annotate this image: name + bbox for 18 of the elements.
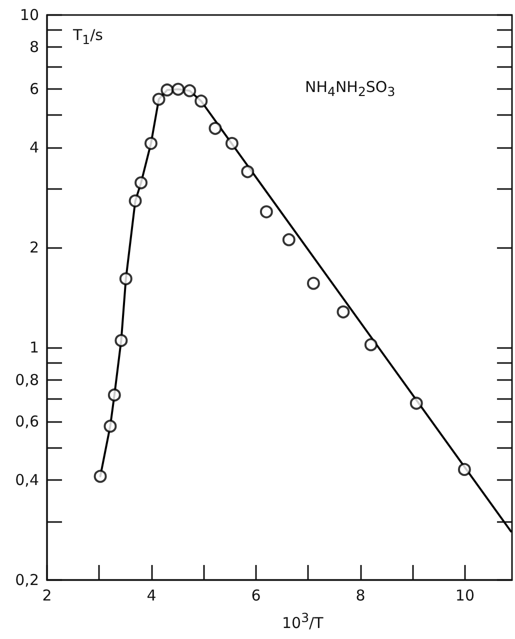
y-tick-label: 10 [20, 6, 39, 24]
y-tick-label: 2 [29, 238, 39, 256]
y-tick-label: 8 [29, 38, 39, 56]
y-tick-label: 0,6 [15, 412, 39, 430]
x-tick-label: 4 [146, 586, 156, 604]
y-tick-label: 0,4 [15, 470, 39, 489]
x-tick-label: 8 [356, 586, 366, 604]
x-axis-title: 10$^{3}$/T [282, 610, 324, 632]
x-tick-label: 10 [455, 586, 475, 604]
annotation: NH$_{4}$NH$_{2}$SO$_{3}$ [305, 78, 396, 99]
y-tick-label: 0,2 [15, 571, 39, 589]
y-tick-label: 6 [29, 80, 39, 98]
x-tick-label: 6 [251, 586, 261, 604]
y-tick-label: 4 [29, 138, 39, 156]
y-axis-title: T$_{1}$/s [73, 26, 103, 47]
x-tick-label: 2 [42, 586, 52, 604]
y-tick-label: 0,8 [15, 370, 39, 389]
y-tick-label: 1 [29, 338, 39, 357]
